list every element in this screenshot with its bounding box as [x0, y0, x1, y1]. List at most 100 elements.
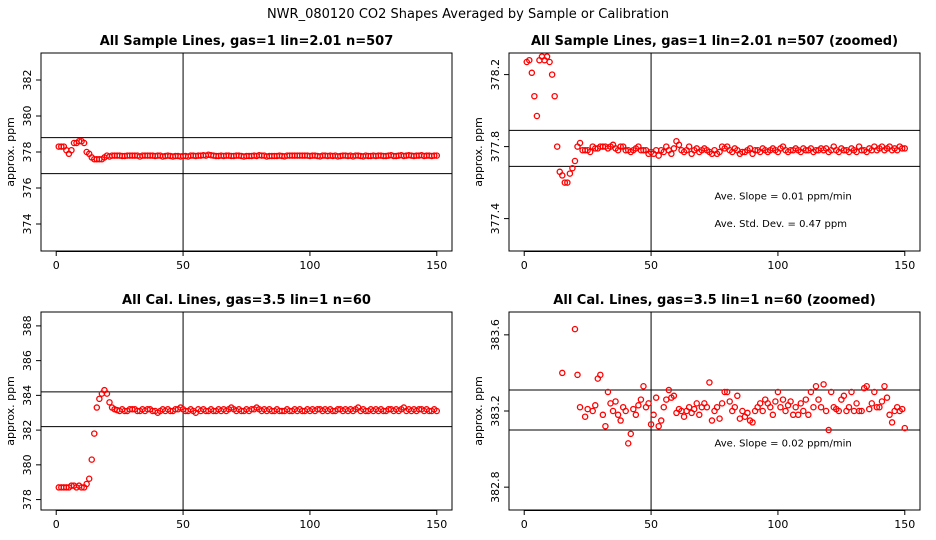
data-point	[640, 382, 647, 390]
data-point	[106, 399, 113, 406]
data-point	[782, 407, 789, 415]
plot-frame	[508, 311, 921, 511]
data-point	[868, 400, 876, 407]
data-point	[543, 53, 551, 60]
data-point	[716, 415, 723, 422]
data-point	[805, 411, 812, 419]
data-point	[721, 388, 728, 396]
chart-panel-1: All Sample Lines, gas=1 lin=2.01 n=507 ap…	[4, 34, 453, 272]
y-axis-label: approx. ppm	[4, 117, 17, 187]
data-point	[655, 152, 662, 159]
data-point	[886, 411, 893, 419]
x-tick-label: 150	[894, 518, 915, 531]
data-point	[576, 403, 584, 411]
data-point	[822, 407, 830, 415]
chart-panel-2: All Sample Lines, gas=1 lin=2.01 n=507 (…	[472, 34, 921, 272]
x-tick-label: 100	[767, 518, 788, 531]
data-point	[696, 411, 703, 419]
data-point	[756, 400, 764, 407]
data-point	[749, 419, 756, 426]
data-point	[881, 382, 888, 390]
data-point	[863, 382, 870, 390]
x-tick-label: 0	[53, 518, 60, 531]
y-tick-label: 383.2	[489, 395, 502, 427]
data-point	[433, 152, 441, 159]
data-point	[551, 92, 558, 100]
x-tick-label: 50	[644, 518, 658, 531]
data-points	[523, 53, 909, 186]
data-point	[827, 388, 835, 396]
data-point	[571, 157, 579, 165]
data-point	[693, 400, 700, 407]
panel-annotation: Ave. Slope = 0.02 ppm/min	[715, 439, 852, 450]
data-point	[599, 411, 607, 419]
data-point	[559, 369, 566, 377]
data-point	[637, 396, 645, 403]
panel-title: All Sample Lines, gas=1 lin=2.01 n=507 (…	[531, 34, 898, 49]
x-tick-label: 50	[176, 518, 190, 531]
data-point	[564, 179, 571, 186]
data-point	[645, 400, 652, 407]
data-point	[835, 407, 843, 415]
data-point	[759, 407, 766, 415]
y-tick-label: 383.6	[489, 319, 502, 351]
data-point	[853, 400, 860, 407]
data-point	[652, 394, 660, 401]
y-tick-label: 377.4	[489, 203, 502, 235]
data-point	[734, 392, 741, 400]
data-point	[739, 407, 746, 415]
data-point	[597, 371, 604, 379]
data-point	[718, 400, 726, 407]
data-point	[553, 143, 561, 150]
data-point	[703, 403, 711, 411]
data-point	[797, 400, 805, 407]
plot-frame	[40, 52, 453, 252]
data-point	[624, 440, 632, 447]
data-point	[614, 411, 622, 419]
data-point	[561, 179, 569, 186]
panel-annotation: Ave. Slope = 0.01 ppm/min	[715, 192, 852, 203]
data-point	[825, 426, 832, 434]
y-axis-label: approx. ppm	[472, 117, 485, 187]
data-point	[876, 403, 883, 411]
data-point	[430, 152, 438, 159]
data-point	[622, 407, 629, 415]
data-point	[675, 141, 683, 149]
data-point	[617, 143, 624, 150]
data-point	[559, 172, 566, 179]
data-point	[744, 409, 751, 417]
data-point	[873, 403, 881, 411]
data-point	[531, 92, 538, 100]
data-point	[581, 413, 589, 420]
data-point	[736, 415, 744, 422]
data-point	[93, 404, 101, 411]
data-point	[83, 480, 90, 488]
data-point	[706, 379, 713, 386]
panel-title: All Sample Lines, gas=1 lin=2.01 n=507	[100, 34, 394, 49]
data-point	[670, 145, 678, 152]
data-point	[774, 388, 782, 396]
data-point	[772, 398, 779, 405]
data-point	[584, 405, 591, 413]
y-axis-label: approx. ppm	[4, 376, 17, 446]
y-tick-label: 384	[21, 385, 34, 406]
x-tick-label: 0	[53, 259, 60, 272]
data-point	[546, 58, 553, 66]
y-tick-label: 380	[21, 106, 34, 127]
y-tick-label: 378	[21, 142, 34, 163]
data-point	[548, 71, 556, 78]
data-point	[848, 388, 855, 396]
data-point	[726, 398, 733, 405]
data-point	[850, 407, 858, 415]
data-point	[589, 407, 596, 415]
data-point	[569, 164, 576, 172]
data-point	[663, 396, 670, 403]
data-point	[433, 407, 441, 415]
data-point	[103, 390, 111, 397]
data-point	[845, 403, 853, 411]
data-point	[820, 381, 827, 388]
x-tick-label: 150	[894, 259, 915, 272]
data-point	[871, 388, 878, 396]
data-point	[802, 396, 810, 403]
